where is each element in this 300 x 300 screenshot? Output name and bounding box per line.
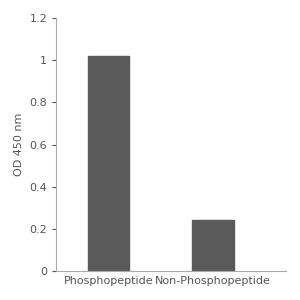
Bar xyxy=(88,56,129,271)
Y-axis label: OD 450 nm: OD 450 nm xyxy=(14,113,24,176)
Bar xyxy=(192,220,234,271)
